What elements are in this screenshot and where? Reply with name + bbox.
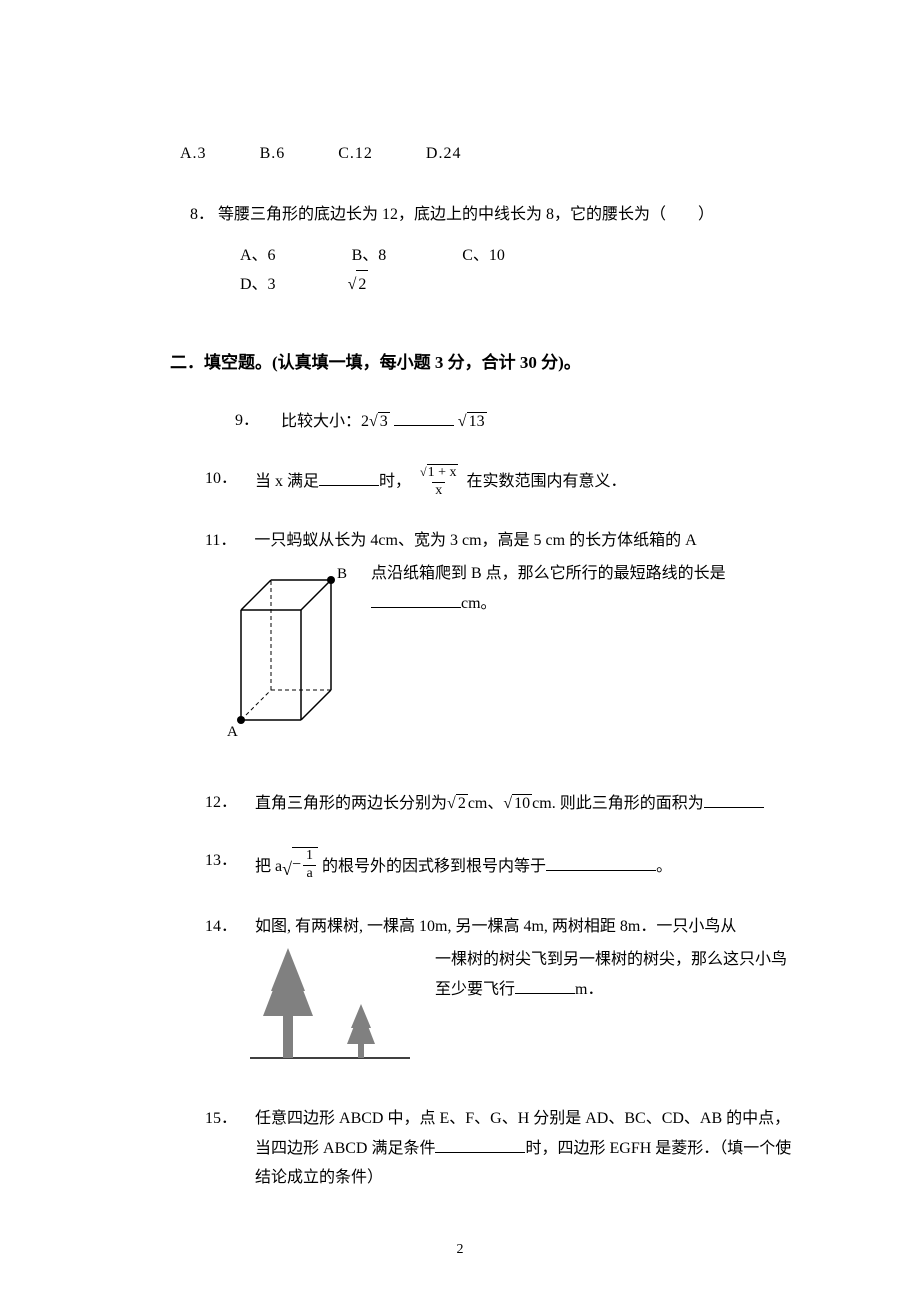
q9-body: 比较大小：23 13: [281, 407, 800, 437]
q8-options: A、6 B、8 C、10 D、32: [240, 242, 830, 301]
q15-body: 任意四边形 ABCD 中，点 E、F、G、H 分别是 AD、BC、CD、AB 的…: [255, 1105, 800, 1193]
q15: 15． 任意四边形 ABCD 中，点 E、F、G、H 分别是 AD、BC、CD、…: [205, 1105, 800, 1193]
q9: 9． 比较大小：23 13: [235, 407, 800, 437]
label-a: A: [227, 724, 238, 740]
q8: 8． 等腰三角形的底边长为 12，底边上的中线长为 8，它的腰长为（ ）: [190, 201, 830, 230]
trees-icon: [245, 946, 415, 1066]
q8-num: 8．: [190, 206, 214, 223]
q11: 11． 一只蚂蚁从长为 4cm、宽为 3 cm，高是 5 cm 的长方体纸箱的 …: [205, 527, 800, 761]
blank: [546, 852, 656, 871]
q10-body: 当 x 满足时， √1 + x x 在实数范围内有意义．: [255, 465, 800, 500]
q7-opt-b: B.6: [260, 140, 286, 169]
sqrt-icon: 3: [369, 408, 390, 437]
q8-opt-a: A、6: [240, 242, 276, 271]
sqrt-icon: 2: [447, 790, 468, 819]
q12: 12． 直角三角形的两边长分别为2cm、10cm. 则此三角形的面积为: [205, 789, 800, 819]
section-2-title: 二．填空题。(认真填一填，每小题 3 分，合计 30 分)。: [170, 348, 830, 379]
q14: 14． 如图, 有两棵树, 一棵高 10m, 另一棵高 4m, 两树相距 8m．…: [205, 913, 800, 1077]
blank: [394, 407, 454, 426]
q10: 10． 当 x 满足时， √1 + x x 在实数范围内有意义．: [205, 465, 800, 500]
q8-opt-b: B、8: [352, 242, 387, 271]
q8-opt-c: C、10: [462, 242, 505, 271]
blank: [515, 975, 575, 994]
blank: [319, 467, 379, 486]
sqrt-icon: 10: [503, 790, 532, 819]
q7-opt-a: A.3: [180, 140, 207, 169]
q11-figure: A B: [221, 560, 351, 761]
q14-figure: [245, 946, 415, 1077]
q12-num: 12．: [205, 789, 237, 818]
q14-num: 14．: [205, 913, 237, 942]
blank: [435, 1134, 525, 1153]
sqrt-icon: 13: [458, 408, 487, 437]
q8-opt-d: D、32: [240, 270, 512, 300]
q12-body: 直角三角形的两边长分别为2cm、10cm. 则此三角形的面积为: [255, 789, 800, 819]
q10-num: 10．: [205, 465, 237, 494]
q11-text-continue: 点沿纸箱爬到 B 点，那么它所行的最短路线的长是cm。: [371, 560, 800, 619]
q13-body: 把 a√−1a 的根号外的因式移到根号内等于。: [255, 847, 800, 885]
q14-text-a: 如图, 有两棵树, 一棵高 10m, 另一棵高 4m, 两树相距 8m．一只小鸟…: [255, 913, 800, 942]
q11-num: 11．: [205, 527, 236, 556]
q14-text-continue: 一棵树的树尖飞到另一棵树的树尖，那么这只小鸟至少要飞行m．: [435, 946, 800, 1005]
q13: 13． 把 a√−1a 的根号外的因式移到根号内等于。: [205, 847, 800, 885]
q11-text-a: 一只蚂蚁从长为 4cm、宽为 3 cm，高是 5 cm 的长方体纸箱的 A: [254, 527, 800, 556]
q7-opt-d: D.24: [426, 140, 462, 169]
q13-num: 13．: [205, 847, 237, 876]
fraction: √1 + x x: [417, 465, 461, 500]
sqrt-icon: 2: [348, 270, 441, 300]
fraction: 1a: [303, 848, 316, 883]
page-number: 2: [457, 1237, 464, 1262]
q15-num: 15．: [205, 1105, 237, 1134]
q9-num: 9．: [235, 407, 263, 436]
q8-text: 等腰三角形的底边长为 12，底边上的中线长为 8，它的腰长为（ ）: [218, 206, 714, 223]
blank: [704, 789, 764, 808]
q7-options: A.3 B.6 C.12 D.24: [180, 140, 830, 169]
blank: [371, 589, 461, 608]
q7-opt-c: C.12: [338, 140, 373, 169]
cuboid-icon: A B: [221, 560, 351, 750]
label-b: B: [337, 566, 347, 582]
